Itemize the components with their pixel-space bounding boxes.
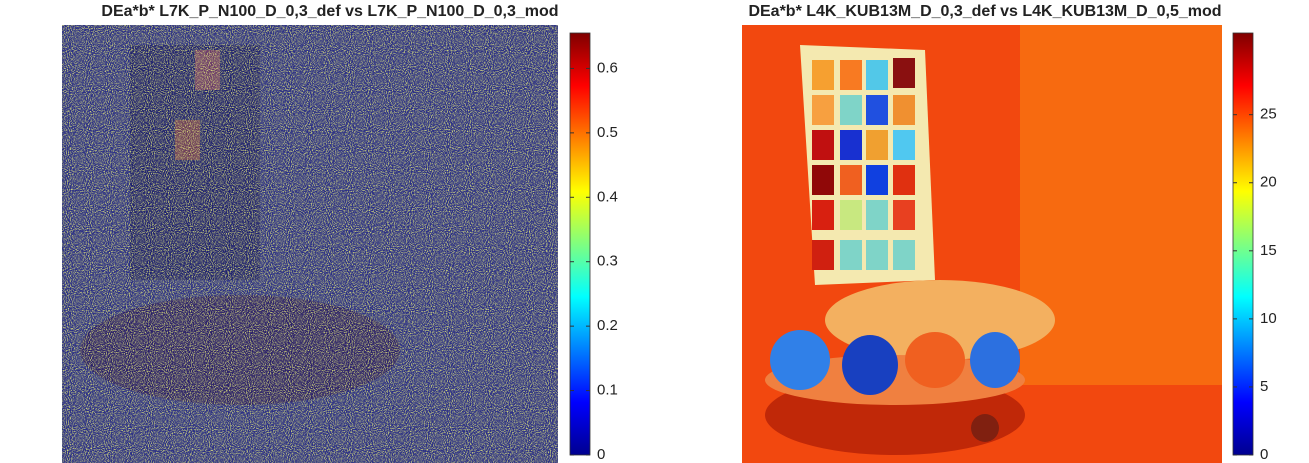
colorbar bbox=[1232, 32, 1254, 456]
colorbar-tick-label: 0.4 bbox=[597, 188, 618, 205]
chart-title: DEa*b* L4K_KUB13M_D_0,3_def vs L4K_KUB13… bbox=[748, 3, 1221, 20]
colorbar-tick-label: 15 bbox=[1260, 242, 1277, 259]
colorbar-tick-label: 0.6 bbox=[597, 59, 618, 76]
colorbar-tick-label: 0.3 bbox=[597, 253, 618, 270]
colorbar-tick-label: 25 bbox=[1260, 106, 1277, 123]
colorbar-tick-label: 0 bbox=[1260, 446, 1268, 463]
image-left bbox=[62, 25, 558, 463]
colorbar-tick-label: 5 bbox=[1260, 378, 1268, 395]
colorbar-tick-label: 0 bbox=[597, 446, 605, 463]
colorbar-tick-label: 10 bbox=[1260, 310, 1277, 327]
colorbar bbox=[569, 32, 591, 456]
colorbar-tick-label: 0.2 bbox=[597, 317, 618, 334]
image-right bbox=[742, 25, 1222, 463]
chart-title: DEa*b* L7K_P_N100_D_0,3_def vs L7K_P_N10… bbox=[101, 3, 558, 20]
colorbar-tick-label: 0.1 bbox=[597, 382, 618, 399]
colorbar-tick-label: 20 bbox=[1260, 174, 1277, 191]
colorbar-tick-label: 0.5 bbox=[597, 124, 618, 141]
